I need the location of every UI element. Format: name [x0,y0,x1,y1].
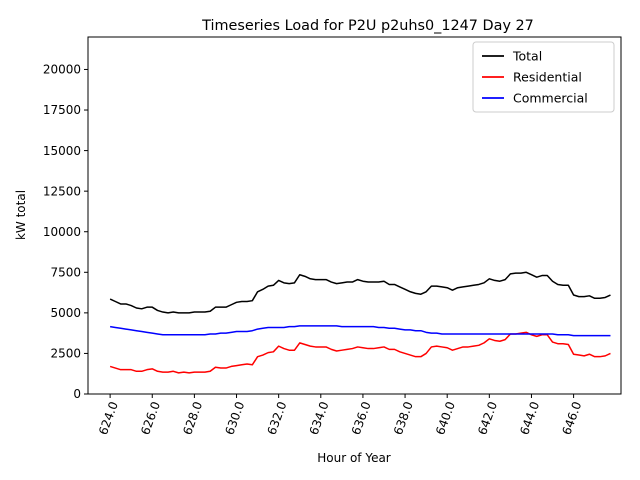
y-tick-label: 15000 [43,144,81,158]
x-tick-label: 628.0 [180,400,205,437]
x-tick-label: 640.0 [433,400,458,437]
legend-frame [472,41,615,113]
x-axis-label: Hour of Year [317,451,391,465]
legend: Total Residential Commercial [472,41,615,113]
y-tick-label: 0 [73,387,81,401]
x-tick-label: 638.0 [391,400,416,437]
y-tick-label: 5000 [50,306,81,320]
y-axis: 0 2500 5000 7500 10000 12500 15000 17500 20000 [43,63,88,401]
series-layer [109,271,611,374]
y-tick-label: 2500 [50,347,81,361]
plot-frame [87,36,622,395]
x-tick-label: 636.0 [349,400,374,437]
x-tick-label: 642.0 [475,400,500,437]
legend-label-commercial: Commercial [513,90,588,105]
x-tick-label: 644.0 [517,400,542,437]
plot-area [87,36,622,395]
y-tick-label: 12500 [43,184,81,198]
y-tick-label: 17500 [43,103,81,117]
series-line-commercial [110,325,611,337]
series-line-residential [109,331,611,374]
legend-label-residential: Residential [513,69,582,84]
legend-label-total: Total [512,48,542,63]
x-axis: 624.0 626.0 628.0 630.0 632.0 634.0 636.0 638.0… [96,394,584,437]
y-axis-label: kW total [14,190,28,240]
y-tick-label: 20000 [43,63,81,77]
x-tick-label: 632.0 [265,400,290,437]
chart-title: Timeseries Load for P2U p2uhs0_1247 Day … [201,18,534,34]
x-tick-label: 646.0 [559,400,584,437]
y-tick-label: 10000 [43,225,81,239]
x-tick-label: 626.0 [138,400,163,437]
series-line-total [109,271,611,314]
y-tick-label: 7500 [50,265,81,279]
x-tick-label: 630.0 [222,400,247,437]
x-tick-label: 624.0 [96,400,121,437]
x-tick-label: 634.0 [307,400,332,437]
